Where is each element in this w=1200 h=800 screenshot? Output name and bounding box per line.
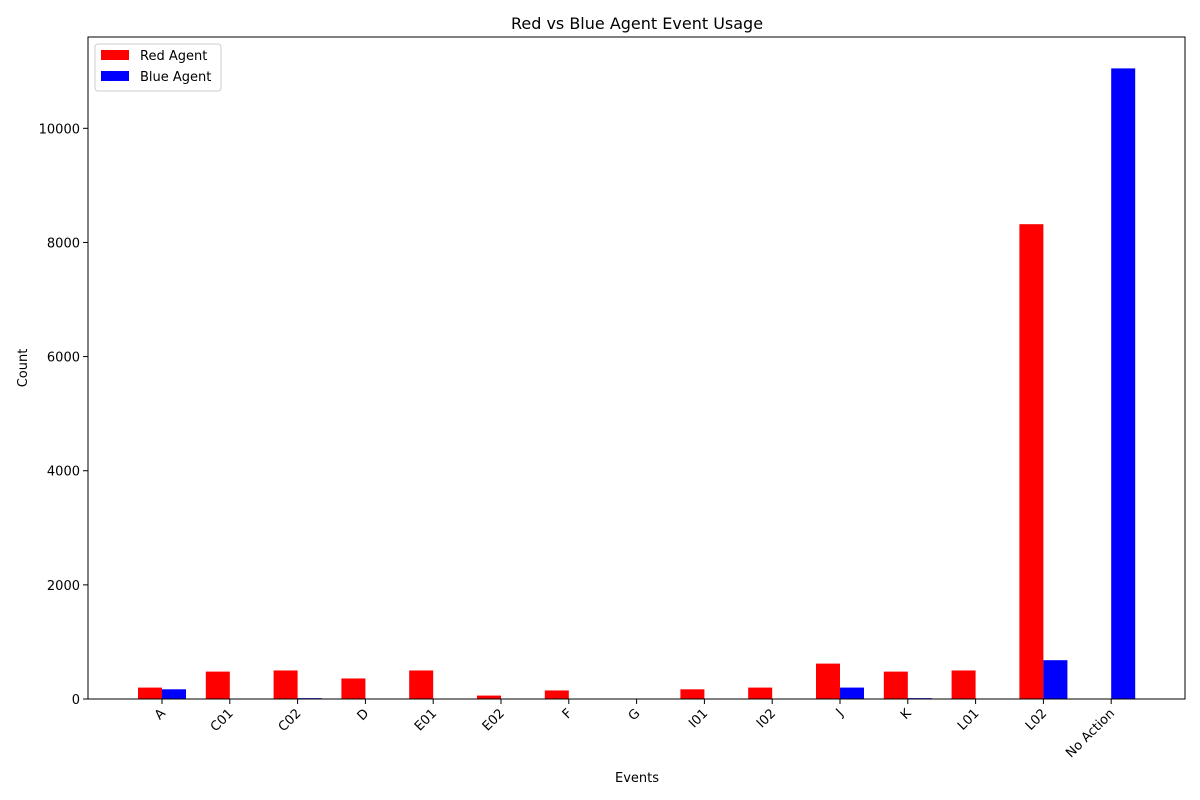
bar-red-agent-c02 bbox=[273, 670, 298, 699]
bar-red-agent-e01 bbox=[409, 670, 434, 699]
bar-red-agent-i02 bbox=[748, 687, 773, 699]
bar-red-agent-i01 bbox=[680, 689, 705, 699]
legend-label-red-agent: Red Agent bbox=[140, 49, 207, 64]
chart-title: Red vs Blue Agent Event Usage bbox=[511, 14, 763, 33]
legend-swatch-blue-agent bbox=[101, 71, 129, 81]
bar-blue-agent-no-action bbox=[1111, 68, 1136, 699]
bar-red-agent-a bbox=[138, 687, 162, 699]
y-tick-label: 6000 bbox=[47, 351, 80, 366]
bars-group bbox=[138, 68, 1136, 699]
bar-red-agent-f bbox=[544, 690, 569, 699]
bar-red-agent-l02 bbox=[1019, 224, 1044, 699]
bar-red-agent-e02 bbox=[477, 695, 501, 699]
y-axis-label: Count bbox=[16, 349, 31, 388]
bar-red-agent-c01 bbox=[205, 671, 230, 699]
bar-red-agent-k bbox=[883, 671, 908, 699]
x-axis-label: Events bbox=[615, 771, 659, 786]
plot-frame bbox=[87, 36, 1186, 700]
y-tick-label: 10000 bbox=[39, 122, 80, 137]
y-tick-label: 0 bbox=[72, 693, 80, 708]
bar-blue-agent-l02 bbox=[1043, 660, 1068, 699]
legend-swatch-red-agent bbox=[101, 50, 129, 60]
bar-blue-agent-j bbox=[840, 687, 864, 699]
bar-red-agent-d bbox=[341, 678, 366, 699]
y-ticks-group: 0 2000 4000 6000 8000 10000 bbox=[39, 122, 88, 708]
bar-red-agent-j bbox=[816, 663, 840, 699]
legend-label-blue-agent: Blue Agent bbox=[140, 70, 211, 85]
bar-red-agent-l01 bbox=[951, 670, 976, 699]
y-tick-label: 4000 bbox=[47, 465, 80, 480]
y-tick-label: 8000 bbox=[47, 236, 80, 251]
bar-blue-agent-a bbox=[162, 689, 186, 699]
y-tick-label: 2000 bbox=[47, 579, 80, 594]
legend: Red Agent Blue Agent bbox=[94, 43, 222, 92]
